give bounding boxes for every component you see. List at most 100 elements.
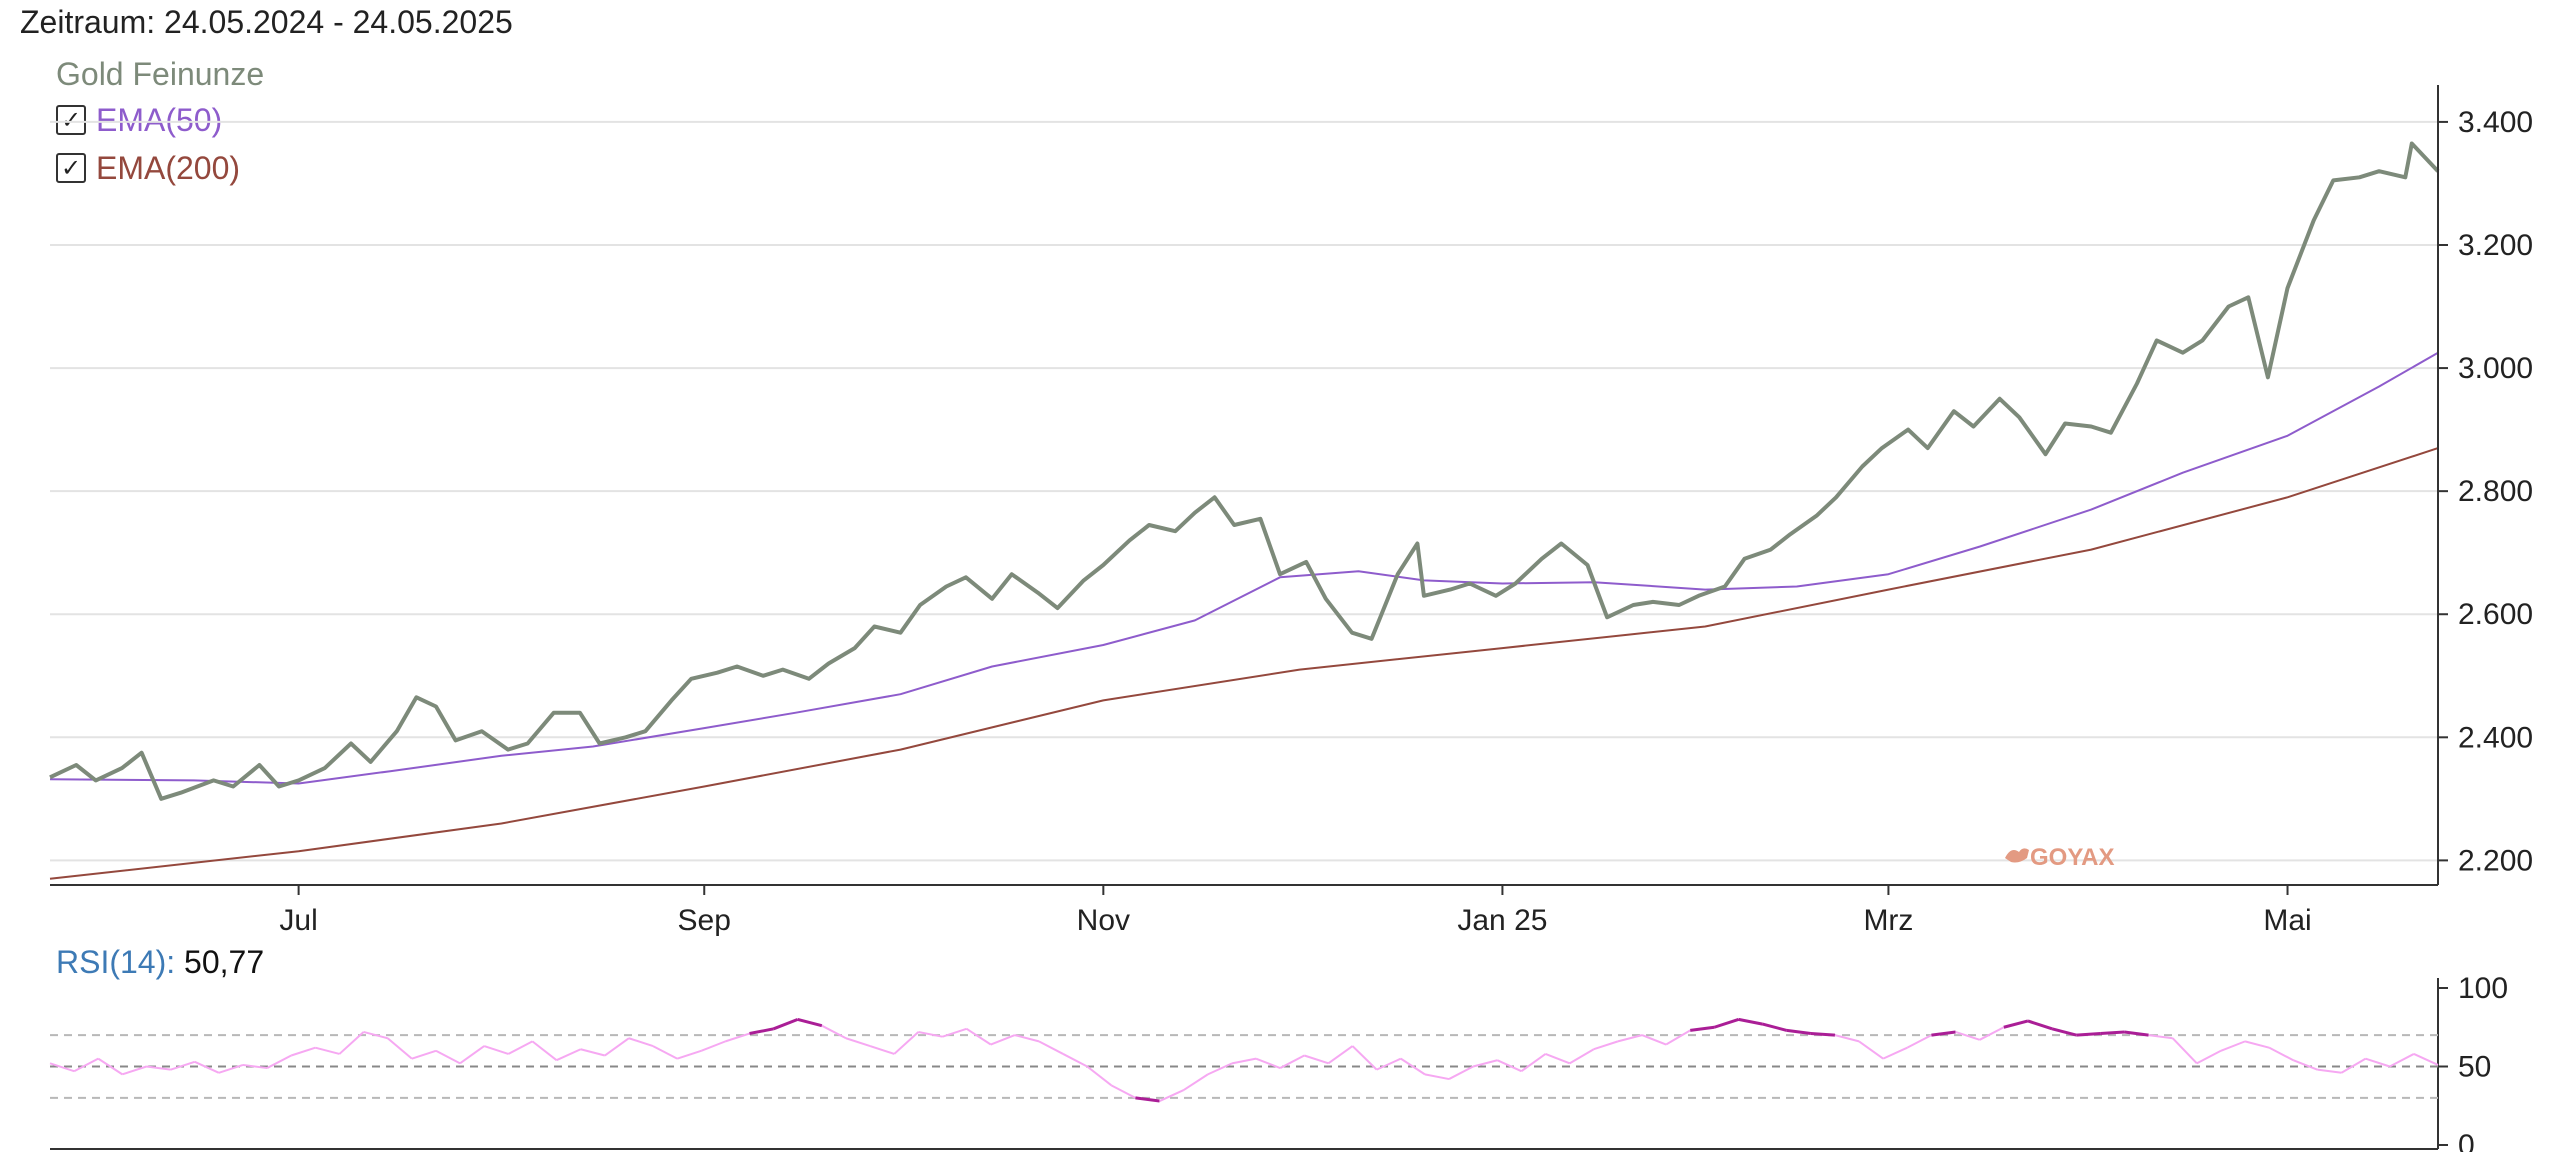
rsi-y-tick-label: 50 <box>2458 1051 2491 1084</box>
rsi-segment <box>725 1032 750 1043</box>
rsi-segment <box>773 1018 799 1031</box>
rsi-segment <box>1690 1025 1715 1032</box>
rsi-segment <box>1207 1062 1233 1076</box>
rsi-segment <box>435 1049 461 1065</box>
rsi-segment <box>1183 1073 1209 1091</box>
rsi-segment <box>2413 1053 2439 1066</box>
rsi-segment <box>1713 1017 1739 1029</box>
rsi-segment <box>507 1040 533 1055</box>
y-tick-label: 2.800 <box>2458 475 2533 508</box>
rsi-segment <box>363 1030 388 1040</box>
rsi-name: RSI(14): <box>56 944 176 980</box>
rsi-segment <box>1786 1028 1812 1036</box>
rsi-segment <box>73 1057 99 1073</box>
rsi-segment <box>2268 1046 2294 1062</box>
rsi-segment <box>893 1031 920 1055</box>
x-tick-label: Nov <box>1077 904 1130 937</box>
legend-ema200-row[interactable]: ✓ EMA(200) <box>56 144 264 192</box>
rsi-segment <box>1882 1046 1908 1060</box>
rsi-segment <box>1762 1022 1788 1032</box>
rsi-segment <box>170 1060 196 1071</box>
rsi-segment <box>580 1048 606 1057</box>
x-tick-label: Jan 25 <box>1457 904 1547 937</box>
x-tick-label: Jul <box>279 904 317 937</box>
goyax-watermark: GOYAX <box>2030 844 2114 871</box>
rsi-segment <box>1255 1057 1281 1070</box>
y-tick-label: 2.200 <box>2458 844 2533 877</box>
ema50-line <box>49 351 2439 785</box>
rsi-segment <box>1496 1059 1522 1073</box>
rsi-segment <box>845 1037 871 1048</box>
rsi-segment <box>1569 1048 1595 1065</box>
axes: 2.200 2.400 2.600 2.800 3.000 3.200 3.400 Jul Se… <box>50 85 2533 937</box>
rsi-segment <box>290 1046 316 1057</box>
rsi-segment <box>2196 1049 2222 1065</box>
rsi-segment <box>459 1045 485 1065</box>
rsi-segment <box>2076 1032 2101 1037</box>
rsi-segment <box>1062 1053 1088 1068</box>
rsi-segment <box>918 1030 943 1038</box>
rsi-segment <box>1351 1045 1378 1071</box>
rsi-segment <box>700 1040 726 1052</box>
rsi-segment <box>1545 1053 1571 1065</box>
rsi-segment <box>2148 1034 2173 1040</box>
rsi-segment <box>1424 1073 1450 1081</box>
price-grid <box>50 120 2438 862</box>
rsi-segment <box>604 1037 630 1057</box>
rsi-segment <box>2389 1053 2415 1068</box>
rsi-segment <box>1834 1034 1860 1043</box>
rsi-segment <box>1979 1026 2005 1041</box>
rsi-segment <box>2292 1059 2318 1071</box>
rsi-segment <box>315 1046 340 1055</box>
price-lines <box>49 141 2440 880</box>
rsi-segment <box>1858 1040 1884 1060</box>
legend-ema50-row[interactable]: ✓ EMA(50) <box>56 96 264 144</box>
rsi-segment <box>1665 1029 1691 1046</box>
rsi-segment <box>1906 1034 1932 1049</box>
rsi-segment <box>869 1045 895 1055</box>
bull-logo-icon <box>2005 848 2029 863</box>
rsi-segment <box>652 1045 678 1060</box>
rsi-segment <box>338 1031 365 1055</box>
rsi-segment <box>49 1062 75 1073</box>
rsi-segment <box>1641 1034 1667 1046</box>
y-tick-label: 3.200 <box>2458 229 2533 262</box>
legend-series-name: Gold Feinunze <box>56 56 265 92</box>
rsi-segment <box>1400 1057 1426 1076</box>
rsi-segment <box>556 1048 582 1062</box>
y-tick-label: 3.000 <box>2458 352 2533 385</box>
rsi-segment <box>1038 1040 1064 1055</box>
rsi-segment <box>749 1027 774 1036</box>
legend: Gold Feinunze ✓ EMA(50) ✓ EMA(200) <box>56 52 264 192</box>
rsi-header: RSI(14): 50,77 <box>56 944 264 981</box>
legend-ema200-label: EMA(200) <box>96 149 241 186</box>
rsi-segment <box>1086 1065 1112 1087</box>
rsi-segment <box>1279 1054 1305 1069</box>
rsi-segment <box>2027 1019 2053 1031</box>
rsi-segment <box>990 1034 1016 1046</box>
rsi-segment <box>2317 1068 2342 1074</box>
rsi-y-tick-label: 100 <box>2458 972 2508 1005</box>
rsi-segment <box>2365 1057 2391 1068</box>
rsi-y-tick-label: 0 <box>2458 1129 2475 1152</box>
ema200-checkbox[interactable]: ✓ <box>56 153 86 183</box>
rsi-segment <box>1593 1040 1619 1051</box>
rsi-segment <box>1810 1032 1836 1037</box>
rsi-segment <box>411 1049 437 1060</box>
rsi-segment <box>628 1037 654 1048</box>
rsi-segment <box>2003 1019 2029 1029</box>
rsi-segment <box>2171 1037 2198 1065</box>
ema50-checkbox[interactable]: ✓ <box>56 105 86 135</box>
rsi-segment <box>387 1037 413 1060</box>
x-tick-label: Mai <box>2263 904 2311 937</box>
rsi-segment <box>483 1045 509 1055</box>
y-tick-label: 2.600 <box>2458 598 2533 631</box>
rsi-value: 50,77 <box>184 944 265 980</box>
ema200-line <box>49 447 2439 880</box>
checkmark-icon: ✓ <box>60 154 82 182</box>
rsi-segment <box>1472 1059 1498 1068</box>
rsi-panel: 0 50 100 <box>49 972 2508 1152</box>
rsi-segment <box>1931 1030 1956 1037</box>
rsi-segment <box>2051 1027 2077 1037</box>
